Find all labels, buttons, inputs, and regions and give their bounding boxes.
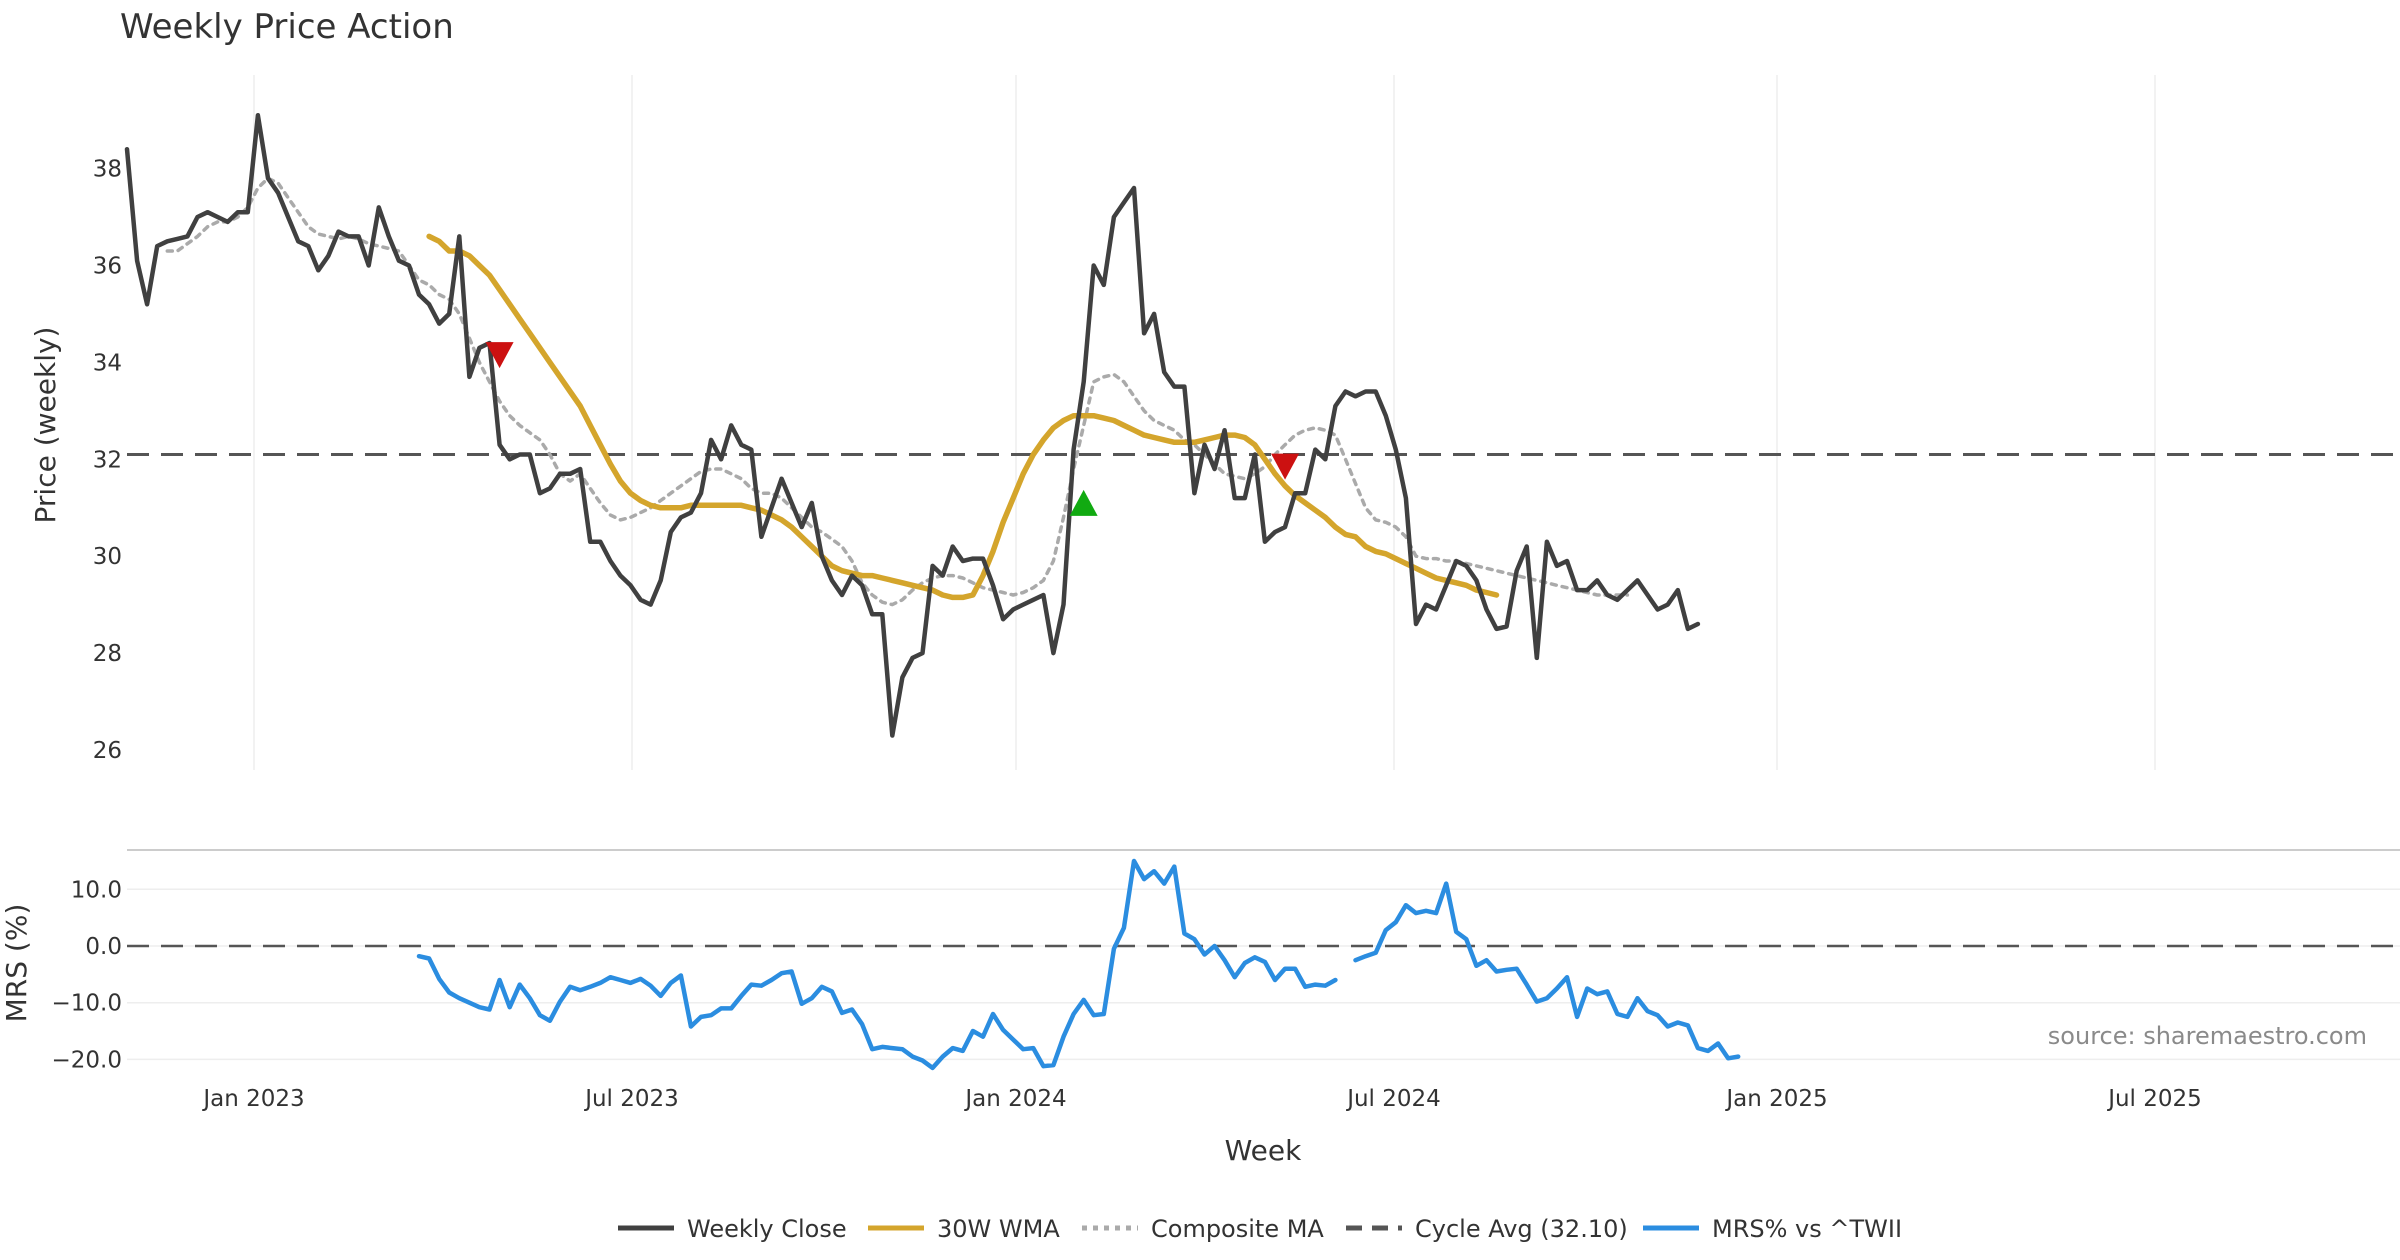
x-tick-label: Jul 2025 (2106, 1086, 2202, 1112)
x-tick-label: Jul 2023 (583, 1086, 679, 1112)
price-y-axis-label: Price (weekly) (29, 327, 62, 524)
mrs-y-axis-label: MRS (%) (0, 904, 33, 1023)
price-y-tick-label: 32 (93, 447, 122, 473)
price-gridlines (253, 75, 2156, 770)
series-mrs-segment-1 (1353, 881, 1741, 1061)
mrs-y-tick-label: −10.0 (52, 991, 122, 1017)
x-tick-label: Jul 2024 (1345, 1086, 1441, 1112)
series-weekly-close (124, 113, 1701, 738)
legend-label: 30W WMA (937, 1215, 1060, 1243)
mrs-series (416, 858, 1741, 1071)
series-mrs-segment-0 (416, 858, 1338, 1071)
x-ticks: Jan 2023 Jul 2023 Jan 2024 Jul 2024 Jan 2025… (201, 1086, 2201, 1112)
x-tick-label: Jan 2023 (201, 1086, 304, 1112)
mrs-y-tick-label: 0.0 (85, 934, 122, 960)
chart-title: Weekly Price Action (120, 7, 454, 47)
x-tick-label: Jan 2025 (1724, 1086, 1827, 1112)
price-y-tick-label: 26 (93, 738, 122, 764)
source-annotation: source: sharemaestro.com (2048, 1022, 2367, 1050)
sell-signal-marker (485, 342, 514, 369)
mrs-y-ticks: −20.0 −10.0 0.0 10.0 (52, 877, 122, 1073)
mrs-y-tick-label: −20.0 (52, 1047, 122, 1073)
legend-label: MRS% vs ^TWII (1712, 1215, 1902, 1243)
mrs-y-tick-label: 10.0 (71, 877, 122, 903)
price-y-tick-label: 28 (93, 641, 122, 667)
signal-markers (485, 342, 1300, 516)
series-30w-wma (426, 233, 1500, 601)
legend-label: Cycle Avg (32.10) (1415, 1215, 1628, 1243)
price-series (124, 113, 1701, 738)
legend-label: Composite MA (1151, 1215, 1324, 1243)
legend-label: Weekly Close (687, 1215, 847, 1243)
price-y-tick-label: 36 (93, 254, 122, 280)
x-tick-label: Jan 2024 (963, 1086, 1066, 1112)
price-y-ticks: 26 28 30 32 34 36 38 (93, 157, 122, 764)
price-y-tick-label: 38 (93, 157, 122, 183)
price-y-tick-label: 34 (93, 350, 122, 376)
x-axis-label: Week (1225, 1134, 1302, 1167)
legend: Weekly Close 30W WMA Composite MA Cycle Avg… (618, 1215, 1902, 1243)
buy-signal-marker (1069, 489, 1098, 516)
sell-signal-marker (1271, 453, 1300, 480)
price-y-tick-label: 30 (93, 544, 122, 570)
